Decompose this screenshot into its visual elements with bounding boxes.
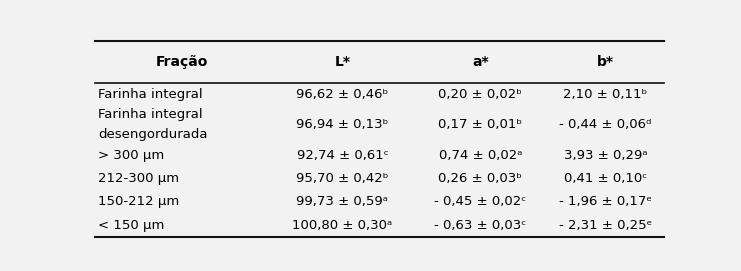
- Text: 3,93 ± 0,29ᵃ: 3,93 ± 0,29ᵃ: [564, 149, 648, 162]
- Text: b*: b*: [597, 55, 614, 69]
- Text: 0,26 ± 0,03ᵇ: 0,26 ± 0,03ᵇ: [438, 172, 522, 185]
- Text: < 150 µm: < 150 µm: [99, 219, 165, 232]
- Text: 95,70 ± 0,42ᵇ: 95,70 ± 0,42ᵇ: [296, 172, 389, 185]
- Text: - 0,44 ± 0,06ᵈ: - 0,44 ± 0,06ᵈ: [559, 118, 651, 131]
- Text: a*: a*: [472, 55, 488, 69]
- Text: 150-212 µm: 150-212 µm: [99, 195, 179, 208]
- Text: > 300 µm: > 300 µm: [99, 149, 165, 162]
- Text: 92,74 ± 0,61ᶜ: 92,74 ± 0,61ᶜ: [296, 149, 388, 162]
- Text: 96,62 ± 0,46ᵇ: 96,62 ± 0,46ᵇ: [296, 88, 388, 101]
- Text: Farinha integral: Farinha integral: [99, 88, 203, 101]
- Text: 96,94 ± 0,13ᵇ: 96,94 ± 0,13ᵇ: [296, 118, 388, 131]
- Text: - 2,31 ± 0,25ᵉ: - 2,31 ± 0,25ᵉ: [559, 219, 652, 232]
- Text: - 0,45 ± 0,02ᶜ: - 0,45 ± 0,02ᶜ: [434, 195, 526, 208]
- Text: 0,74 ± 0,02ᵃ: 0,74 ± 0,02ᵃ: [439, 149, 522, 162]
- Text: 0,17 ± 0,01ᵇ: 0,17 ± 0,01ᵇ: [438, 118, 522, 131]
- Text: 99,73 ± 0,59ᵃ: 99,73 ± 0,59ᵃ: [296, 195, 388, 208]
- Text: Farinha integral: Farinha integral: [99, 108, 203, 121]
- Text: Fração: Fração: [156, 55, 207, 69]
- Text: L*: L*: [334, 55, 350, 69]
- Text: - 1,96 ± 0,17ᵉ: - 1,96 ± 0,17ᵉ: [559, 195, 652, 208]
- Text: - 0,63 ± 0,03ᶜ: - 0,63 ± 0,03ᶜ: [434, 219, 526, 232]
- Text: 2,10 ± 0,11ᵇ: 2,10 ± 0,11ᵇ: [563, 88, 648, 101]
- Text: desengordurada: desengordurada: [99, 128, 208, 141]
- Text: 100,80 ± 0,30ᵃ: 100,80 ± 0,30ᵃ: [292, 219, 393, 232]
- Text: 0,20 ± 0,02ᵇ: 0,20 ± 0,02ᵇ: [438, 88, 522, 101]
- Text: 0,41 ± 0,10ᶜ: 0,41 ± 0,10ᶜ: [564, 172, 647, 185]
- Text: 212-300 µm: 212-300 µm: [99, 172, 179, 185]
